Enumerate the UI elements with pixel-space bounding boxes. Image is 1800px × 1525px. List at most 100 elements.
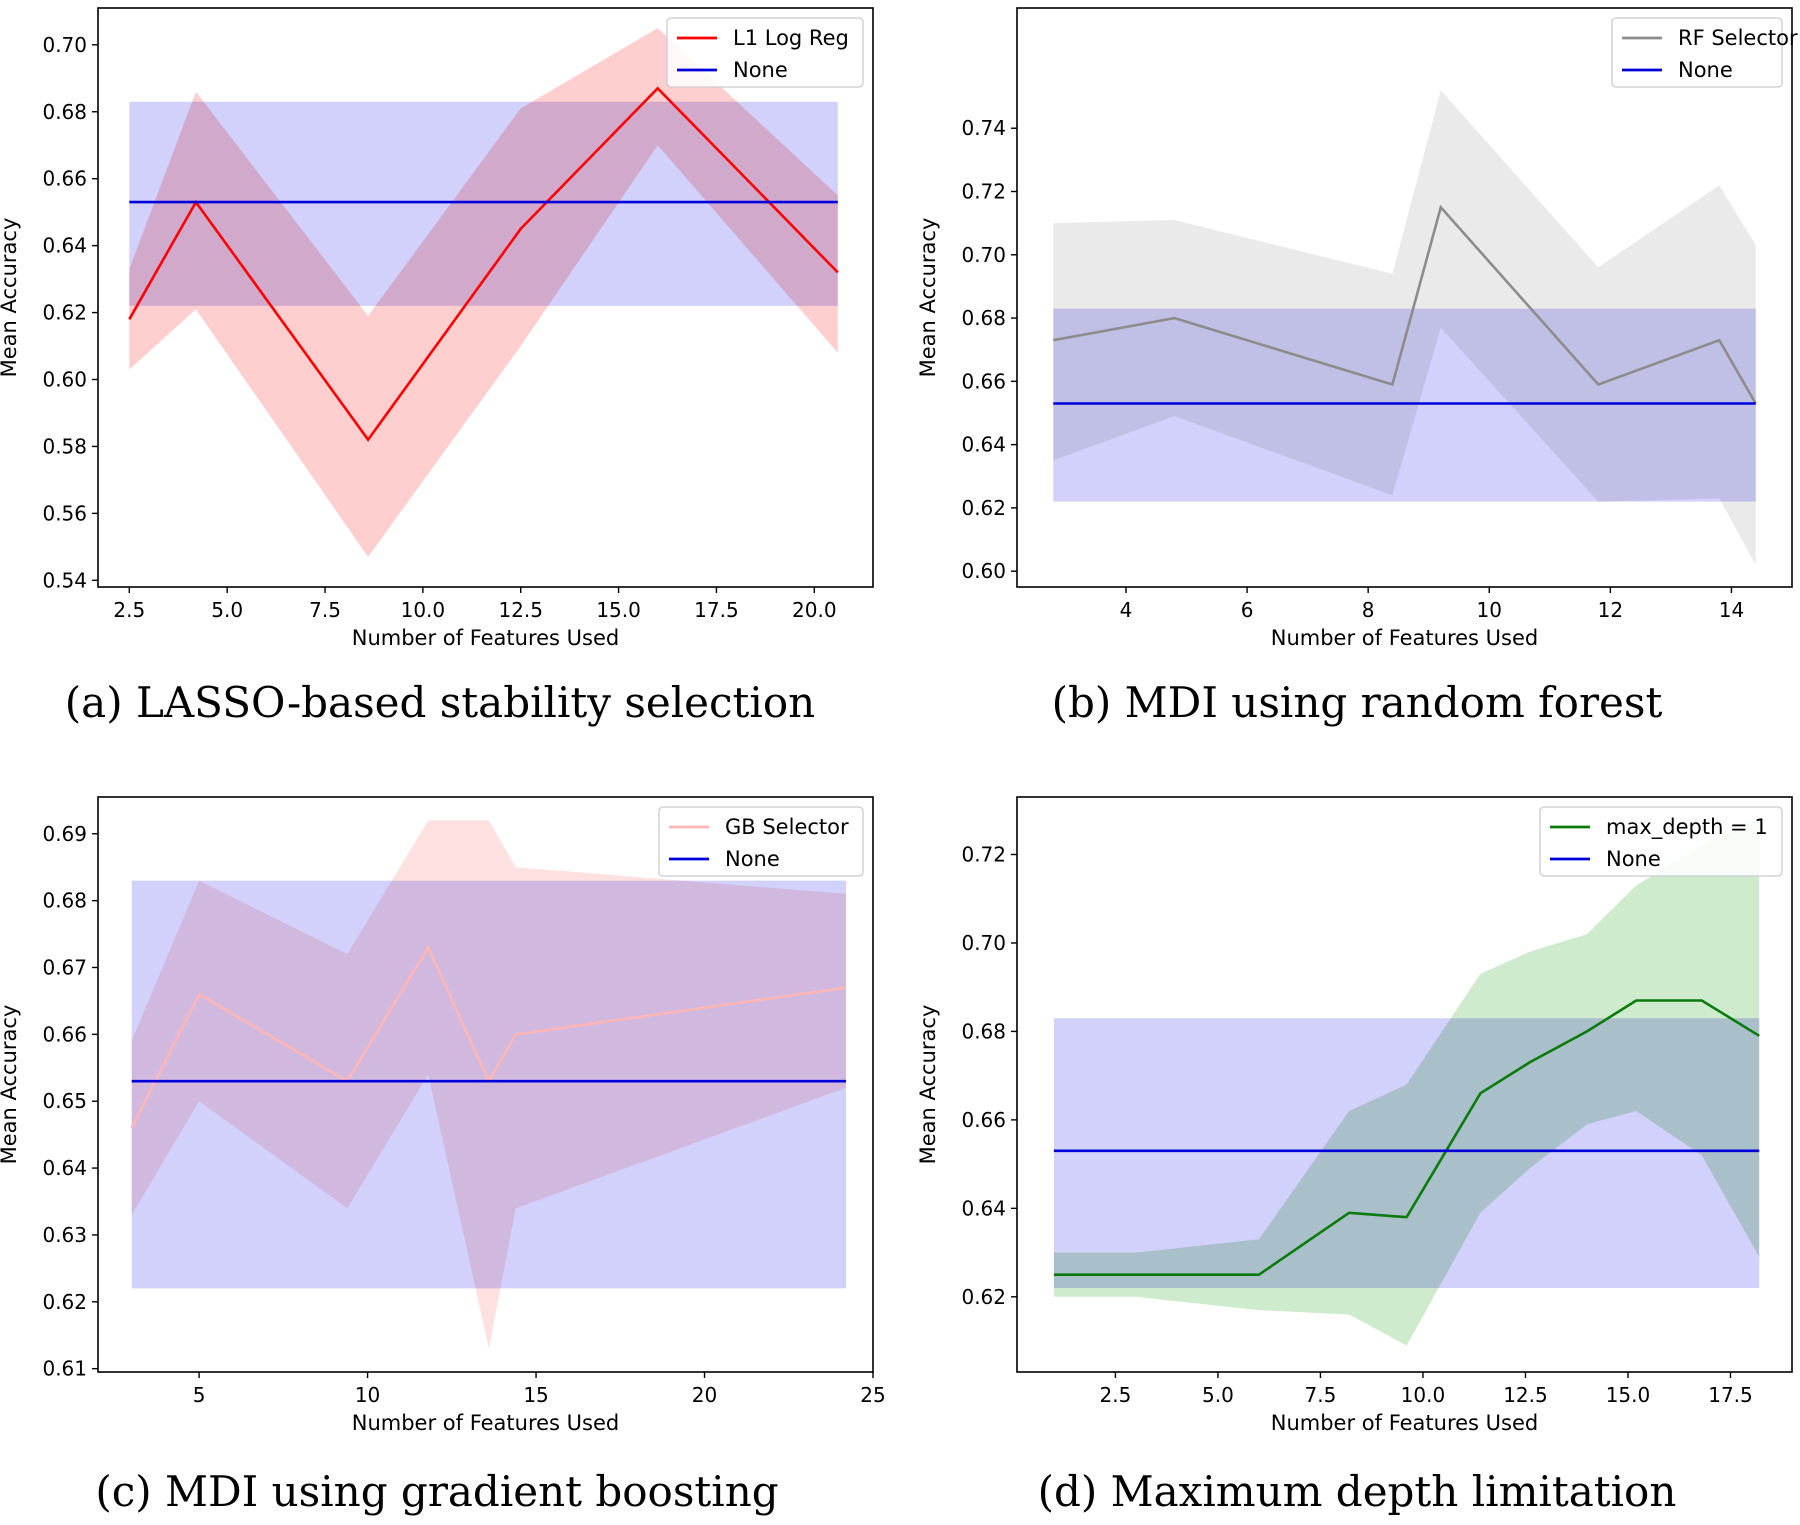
y-tick-label: 0.68 — [961, 1019, 1006, 1043]
y-tick-label: 0.60 — [42, 367, 87, 391]
y-tick-label: 0.60 — [961, 559, 1006, 583]
subfigure-caption: (b) MDI using random forest — [1052, 678, 1663, 727]
y-axis-label: Mean Accuracy — [0, 1005, 21, 1165]
x-tick-label: 20 — [692, 1383, 717, 1407]
legend: GB Selector None — [658, 806, 864, 877]
y-axis-label: Mean Accuracy — [916, 218, 940, 378]
legend-label-0: max_depth = 1 — [1606, 815, 1768, 840]
y-tick-label: 0.70 — [42, 33, 87, 57]
legend-label-1: None — [733, 58, 788, 82]
y-axis-label: Mean Accuracy — [916, 1005, 940, 1165]
y-tick-label: 0.70 — [961, 243, 1006, 267]
x-tick-label: 10 — [355, 1383, 380, 1407]
legend: max_depth = 1 None — [1539, 806, 1783, 877]
x-tick-label: 6 — [1241, 598, 1254, 622]
y-tick-label: 0.67 — [42, 955, 87, 979]
x-tick-label: 5.0 — [211, 598, 243, 622]
y-tick-label: 0.64 — [42, 1156, 87, 1180]
series-line-0 — [128, 86, 839, 442]
x-tick-label: 2.5 — [1100, 1383, 1132, 1407]
x-axis-label: Number of Features Used — [1271, 626, 1538, 650]
x-axis-label: Number of Features Used — [352, 1411, 619, 1435]
confidence-band-0 — [1053, 819, 1760, 1346]
x-tick-label: 2.5 — [113, 598, 145, 622]
y-tick-label: 0.70 — [961, 931, 1006, 955]
x-tick-label: 17.5 — [1708, 1383, 1753, 1407]
subfigure-caption: (a) LASSO-based stability selection — [65, 678, 815, 727]
chart-panel-3: 5 10 15 20 25 0.61 0.62 0.63 0.64 0.65 0.66 0.67 0.6… — [0, 796, 886, 1516]
confidence-band-1 — [131, 880, 846, 1289]
legend: L1 Log Reg None — [666, 17, 864, 88]
y-tick-label: 0.68 — [42, 100, 87, 124]
legend-label-1: None — [1606, 847, 1661, 871]
x-tick-label: 12.5 — [498, 598, 543, 622]
legend-label-1: None — [725, 847, 780, 871]
legend-label-0: GB Selector — [725, 815, 849, 839]
y-tick-label: 0.68 — [42, 889, 87, 913]
x-tick-label: 15.0 — [1606, 1383, 1651, 1407]
x-tick-label: 14 — [1719, 598, 1744, 622]
legend-box — [658, 806, 864, 877]
y-tick-label: 0.72 — [961, 180, 1006, 204]
y-tick-label: 0.68 — [961, 306, 1006, 330]
x-tick-label: 5.0 — [1202, 1383, 1234, 1407]
x-tick-label: 20.0 — [792, 598, 837, 622]
y-tick-label: 0.69 — [42, 822, 87, 846]
axes-frame — [1016, 7, 1793, 588]
chart-panel-2: 4 6 8 10 12 14 0.60 0.62 0.64 0.66 0.68 0.70 0.72 0.7… — [916, 7, 1798, 727]
y-tick-label: 0.62 — [42, 1290, 87, 1314]
y-tick-label: 0.65 — [42, 1089, 87, 1113]
y-tick-label: 0.63 — [42, 1223, 87, 1247]
axes-frame — [1016, 796, 1793, 1373]
y-tick-label: 0.54 — [42, 568, 87, 592]
y-axis-label: Mean Accuracy — [0, 218, 21, 378]
x-tick-label: 7.5 — [1305, 1383, 1337, 1407]
y-tick-label: 0.64 — [961, 1196, 1006, 1220]
y-tick-label: 0.62 — [961, 1285, 1006, 1309]
y-tick-label: 0.62 — [961, 496, 1006, 520]
legend-label-1: None — [1678, 58, 1733, 82]
confidence-band-1 — [1053, 308, 1756, 502]
confidence-band-1 — [129, 101, 838, 306]
axes-frame — [97, 796, 874, 1373]
x-tick-label: 12.5 — [1503, 1383, 1548, 1407]
x-tick-label: 10 — [1477, 598, 1502, 622]
series-line-0 — [1053, 999, 1760, 1276]
x-tick-label: 8 — [1362, 598, 1375, 622]
y-tick-label: 0.66 — [961, 1108, 1006, 1132]
legend-box — [1539, 806, 1783, 877]
y-tick-label: 0.64 — [42, 234, 87, 258]
chart-panel-1: 2.5 5.0 7.5 10.0 12.5 15.0 17.5 20.0 0.54 0.56 0.5… — [0, 7, 874, 727]
x-tick-label: 15 — [523, 1383, 548, 1407]
subfigure-caption: (c) MDI using gradient boosting — [95, 1467, 778, 1516]
x-tick-label: 15.0 — [596, 598, 641, 622]
axes-frame — [97, 7, 874, 588]
series-line-0 — [130, 944, 847, 1129]
y-tick-label: 0.62 — [42, 301, 87, 325]
y-tick-label: 0.66 — [42, 167, 87, 191]
y-tick-label: 0.74 — [961, 116, 1006, 140]
x-tick-label: 10.0 — [401, 598, 446, 622]
subfigure-caption: (d) Maximum depth limitation — [1038, 1467, 1677, 1516]
legend: RF Selector None — [1611, 17, 1798, 88]
y-tick-label: 0.61 — [42, 1357, 87, 1381]
legend-label-0: RF Selector — [1678, 26, 1798, 50]
x-tick-label: 5 — [193, 1383, 206, 1407]
y-tick-label: 0.72 — [961, 843, 1006, 867]
y-tick-label: 0.66 — [42, 1022, 87, 1046]
y-tick-label: 0.58 — [42, 434, 87, 458]
chart-panel-4: 2.5 5.0 7.5 10.0 12.5 15.0 17.5 0.62 0.64 0.66 0.6… — [916, 796, 1793, 1516]
y-tick-label: 0.64 — [961, 433, 1006, 457]
x-tick-label: 10.0 — [1401, 1383, 1446, 1407]
legend-label-0: L1 Log Reg — [733, 26, 849, 50]
x-tick-label: 7.5 — [309, 598, 341, 622]
y-tick-label: 0.56 — [42, 501, 87, 525]
y-tick-label: 0.66 — [961, 369, 1006, 393]
series-line-0 — [1053, 204, 1757, 405]
x-axis-label: Number of Features Used — [1271, 1411, 1538, 1435]
x-tick-label: 17.5 — [694, 598, 739, 622]
confidence-band-1 — [1053, 1018, 1760, 1288]
x-axis-label: Number of Features Used — [352, 626, 619, 650]
x-tick-label: 12 — [1598, 598, 1623, 622]
